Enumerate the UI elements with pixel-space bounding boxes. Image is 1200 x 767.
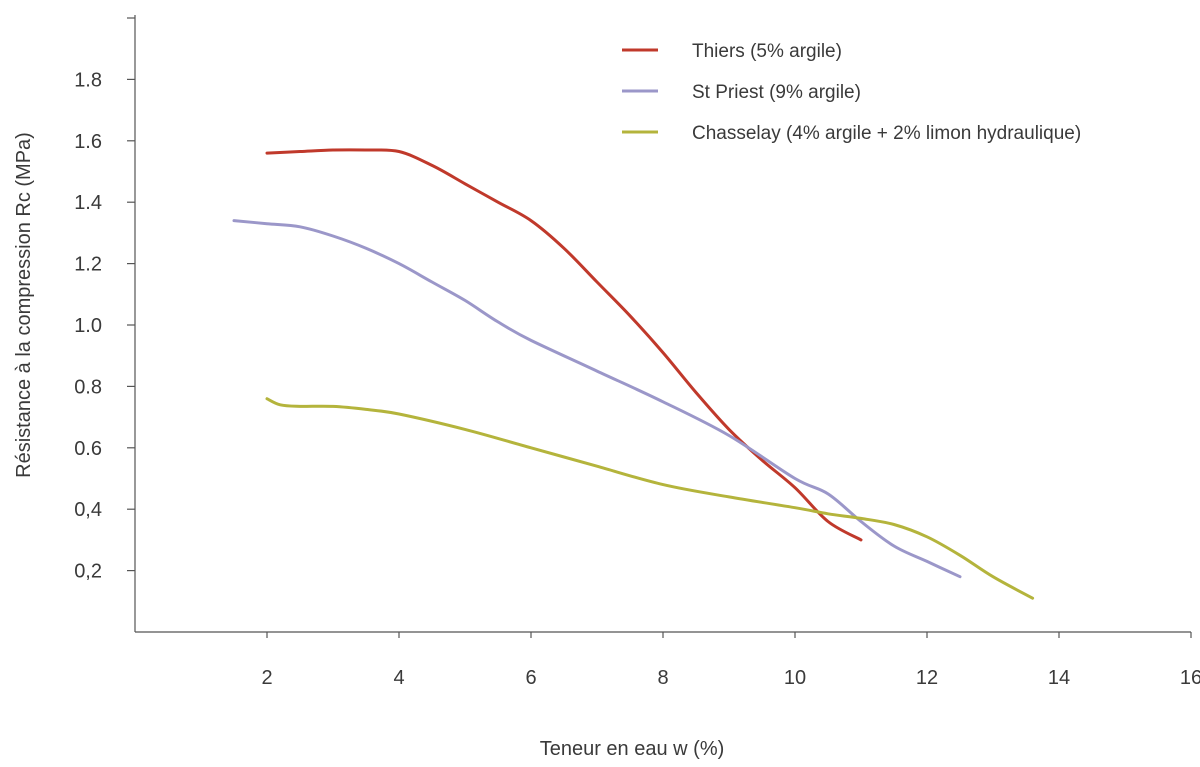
y-axis-title: Résistance à la compression Rc (MPa) xyxy=(13,132,35,478)
y-tick-label: 0,4 xyxy=(74,499,102,521)
x-tick-label: 2 xyxy=(261,667,272,689)
series-lines xyxy=(232,148,1035,600)
y-tick-label: 1.2 xyxy=(74,254,102,276)
x-axis-title: Teneur en eau w (%) xyxy=(540,738,725,760)
y-tick-label: 1.0 xyxy=(74,315,102,337)
x-tick-label: 4 xyxy=(393,667,404,689)
legend-item-st-priest: St Priest (9% argile) xyxy=(622,82,861,103)
y-tick-label: 1.4 xyxy=(74,192,102,214)
y-tick-label: 1.6 xyxy=(74,131,102,153)
series-line-st-priest xyxy=(232,219,962,579)
x-tick-label: 6 xyxy=(525,667,536,689)
legend-label: Thiers (5% argile) xyxy=(692,41,842,62)
legend-label: St Priest (9% argile) xyxy=(692,82,861,103)
x-tick-label: 16 xyxy=(1180,667,1200,689)
x-tick-label: 10 xyxy=(784,667,806,689)
x-tick-label: 12 xyxy=(916,667,938,689)
y-tick-label: 0.6 xyxy=(74,438,102,460)
y-tick-label: 1.8 xyxy=(74,69,102,91)
axes: 2 4 6 8 10 12 14 16 0,2 0,4 0.6 0.8 1.0 1.2 1.4 1.6 1.8 xyxy=(74,15,1200,689)
legend-item-chasselay: Chasselay (4% argile + 2% limon hydrauli… xyxy=(622,123,1081,144)
series-line-thiers xyxy=(265,148,863,542)
legend-label: Chasselay (4% argile + 2% limon hydrauli… xyxy=(692,123,1081,144)
y-tick-label: 0.8 xyxy=(74,376,102,398)
y-tick-label: 0,2 xyxy=(74,561,102,583)
legend-item-thiers: Thiers (5% argile) xyxy=(622,41,842,62)
x-tick-label: 14 xyxy=(1048,667,1070,689)
legend: Thiers (5% argile) St Priest (9% argile) C… xyxy=(622,41,1081,144)
x-tick-label: 8 xyxy=(657,667,668,689)
series-line-chasselay xyxy=(265,397,1035,600)
